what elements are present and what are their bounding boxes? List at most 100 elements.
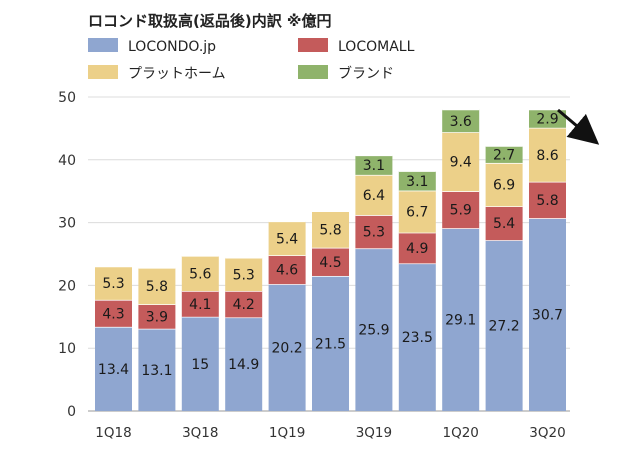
bar-segment-1Q20-s0: [442, 228, 480, 411]
bar-segment-2Q20-s2: [485, 162, 523, 207]
legend-label-platform: プラットホーム: [128, 66, 226, 82]
bar-segment-4Q18-s0: [225, 317, 263, 411]
data-label: 4.3: [102, 306, 124, 322]
bar-segment-3Q19-s2: [355, 174, 393, 216]
bar-segment-2Q18-s0: [138, 328, 176, 411]
data-label: 4.5: [319, 255, 341, 271]
data-label: 20.2: [272, 341, 303, 357]
data-label: 2.9: [536, 112, 558, 128]
data-label: 5.3: [233, 267, 255, 283]
data-label: 29.1: [445, 313, 476, 329]
data-label: 3.1: [363, 158, 385, 174]
data-label: 5.4: [276, 231, 298, 247]
data-label: 15: [191, 357, 209, 373]
data-label: 6.4: [363, 188, 385, 204]
bar-segment-3Q20-s1: [529, 181, 566, 219]
data-label: 13.1: [141, 363, 172, 379]
data-label: 3.6: [450, 114, 472, 130]
data-label: 5.4: [493, 216, 515, 232]
bar-segment-2Q19-s0: [312, 275, 349, 411]
bar-segment-3Q20-s2: [529, 127, 566, 182]
data-label: 30.7: [532, 308, 563, 324]
data-label: 5.8: [319, 223, 341, 239]
chart-title: ロコンド取扱高(返品後)内訳 ※億円: [88, 12, 332, 30]
y-axis: 0 10 20 30 40 50: [58, 90, 76, 420]
data-label: 8.6: [536, 148, 558, 164]
bar-segment-1Q20-s2: [442, 132, 480, 192]
y-tick-label: 30: [58, 216, 76, 232]
bar-segment-1Q18-s1: [95, 299, 132, 327]
bar-segment-1Q18-s0: [95, 326, 132, 411]
bar-segment-2Q18-s2: [138, 267, 176, 305]
y-tick-label: 50: [58, 90, 76, 106]
bar-segment-1Q20-s1: [442, 191, 480, 229]
x-tick-label: 3Q20: [529, 425, 565, 441]
data-label: 4.9: [406, 241, 428, 257]
data-label: 27.2: [489, 319, 520, 335]
legend-label-locomall: LOCOMALL: [338, 39, 415, 55]
data-label: 14.9: [228, 357, 259, 373]
data-label: 9.4: [450, 155, 472, 171]
y-tick-label: 10: [58, 341, 76, 357]
data-label: 23.5: [402, 330, 433, 346]
bar-segment-3Q20-s0: [529, 218, 566, 411]
bar-segment-3Q19-s3: [355, 155, 393, 175]
bar-segment-3Q18-s1: [181, 291, 219, 317]
bar-segment-1Q19-s2: [268, 221, 306, 256]
data-label: 13.4: [98, 362, 129, 378]
bar-segment-2Q18-s1: [138, 304, 176, 329]
legend-swatch-platform: [88, 65, 118, 79]
legend-swatch-locondo: [88, 38, 118, 52]
x-tick-label: 1Q20: [442, 425, 478, 441]
bar-segment-4Q18-s2: [225, 257, 263, 292]
bar-segment-4Q19-s1: [398, 232, 436, 264]
x-tick-label: 3Q18: [182, 425, 218, 441]
data-label: 3.9: [146, 309, 168, 325]
bar-segment-2Q20-s0: [485, 240, 523, 411]
bar-segment-3Q19-s1: [355, 215, 393, 249]
legend: LOCONDO.jp LOCOMALL プラットホーム ブランド: [88, 38, 415, 82]
x-tick-label: 1Q19: [269, 425, 305, 441]
bar-segment-2Q19-s2: [312, 211, 349, 248]
bar-segment-4Q19-s2: [398, 190, 436, 233]
bar-segment-1Q20-s3: [442, 109, 480, 133]
data-label: 4.2: [233, 297, 255, 313]
bar-segment-3Q20-s3: [529, 109, 566, 128]
bar-segment-4Q19-s3: [398, 171, 436, 191]
bar-segment-4Q19-s0: [398, 263, 436, 411]
data-label: 5.8: [536, 193, 558, 209]
data-label: 25.9: [358, 323, 389, 339]
legend-swatch-locomall: [298, 38, 328, 52]
x-tick-label: 1Q18: [95, 425, 131, 441]
bar-segment-1Q19-s0: [268, 284, 306, 411]
data-label: 5.8: [146, 279, 168, 295]
data-label: 2.7: [493, 147, 515, 163]
bar-segment-1Q19-s1: [268, 255, 306, 285]
x-tick-label: 3Q19: [356, 425, 392, 441]
y-tick-label: 40: [58, 153, 76, 169]
bar-segment-3Q19-s0: [355, 248, 393, 411]
down-arrow-icon: [557, 108, 600, 145]
legend-label-locondo: LOCONDO.jp: [128, 39, 216, 55]
data-label: 4.1: [189, 297, 211, 313]
data-label: 4.6: [276, 263, 298, 279]
bars: 13.4 4.3 5.3 13.1 3.9 5.8 15 4.1 5.6 14.9 4.2 5.3 20…: [95, 108, 566, 411]
bar-segment-2Q20-s3: [485, 145, 523, 163]
data-label: 5.9: [450, 203, 472, 219]
bar-segment-3Q18-s2: [181, 255, 219, 292]
y-tick-label: 0: [67, 404, 76, 420]
data-label: 21.5: [315, 336, 346, 352]
bar-segment-1Q18-s2: [95, 266, 132, 300]
bar-segment-3Q18-s0: [181, 316, 219, 411]
data-label: 5.6: [189, 266, 211, 282]
data-label: 3.1: [406, 174, 428, 190]
data-label: 5.3: [102, 276, 124, 292]
legend-label-brand: ブランド: [338, 65, 394, 82]
bar-segment-2Q19-s1: [312, 247, 349, 276]
bar-segment-2Q20-s1: [485, 206, 523, 241]
x-axis: 1Q18 3Q18 1Q19 3Q19 1Q20 3Q20: [95, 425, 565, 441]
bar-segment-4Q18-s1: [225, 291, 263, 318]
y-tick-label: 20: [58, 278, 76, 294]
legend-swatch-brand: [298, 65, 328, 79]
